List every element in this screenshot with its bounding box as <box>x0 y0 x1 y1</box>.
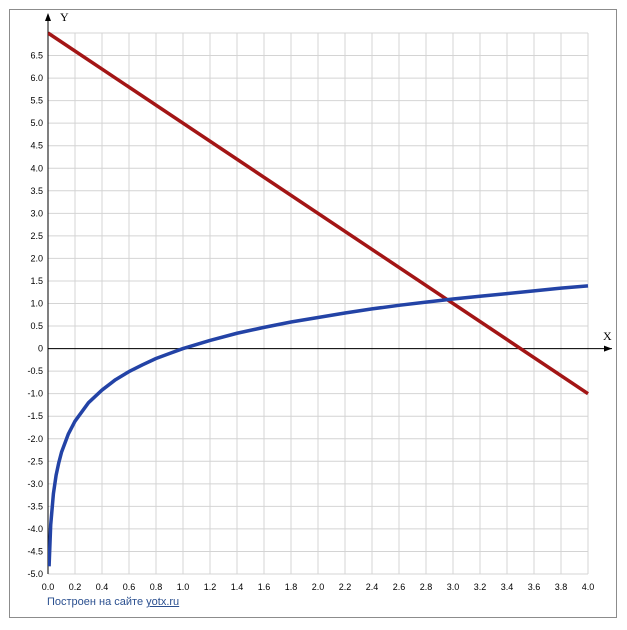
series-line-1 <box>48 31 589 396</box>
x-tick-label: 0.2 <box>69 582 82 592</box>
y-tick-label: -4.0 <box>27 524 43 534</box>
x-tick-label: 1.6 <box>258 582 271 592</box>
y-tick-label: -0.5 <box>27 366 43 376</box>
y-tick-label: 4.5 <box>30 141 43 151</box>
y-axis-arrow <box>45 13 51 21</box>
y-tick-label: 1.0 <box>30 299 43 309</box>
x-tick-label: 0.6 <box>123 582 136 592</box>
y-tick-label: 1.5 <box>30 276 43 286</box>
x-axis-arrow <box>604 345 612 352</box>
footer-link[interactable]: yotx.ru <box>146 596 180 608</box>
y-tick-label: 0 <box>38 344 43 354</box>
x-tick-label: 2.0 <box>312 582 325 592</box>
x-tick-label: 2.4 <box>366 582 379 592</box>
y-axis-label: Y <box>60 10 69 24</box>
x-tick-label: 2.2 <box>339 582 352 592</box>
y-tick-label: -1.0 <box>27 389 43 399</box>
x-tick-label: 1.2 <box>204 582 217 592</box>
y-tick-label: 6.5 <box>30 51 43 61</box>
x-tick-label: 3.8 <box>555 582 568 592</box>
x-tick-label: 1.4 <box>231 582 244 592</box>
x-tick-label: 3.6 <box>528 582 541 592</box>
grid <box>47 32 589 575</box>
x-tick-label: 3.0 <box>447 582 460 592</box>
series-group <box>48 31 589 567</box>
x-tick-label: 0.4 <box>96 582 109 592</box>
y-tick-label: -5.0 <box>27 569 43 579</box>
x-axis-label: X <box>603 329 612 343</box>
x-tick-label: 4.0 <box>582 582 595 592</box>
axes <box>45 13 612 574</box>
y-tick-label: -4.5 <box>27 546 43 556</box>
x-tick-label: 0.0 <box>42 582 55 592</box>
x-tick-label: 2.8 <box>420 582 433 592</box>
y-tick-label: 4.0 <box>30 163 43 173</box>
footer-text: Построен на сайте <box>47 596 144 608</box>
y-tick-label: -2.5 <box>27 456 43 466</box>
x-tick-label: 1.0 <box>177 582 190 592</box>
series-line-2 <box>48 284 589 567</box>
y-tick-label: 5.5 <box>30 96 43 106</box>
y-tick-label: 3.0 <box>30 208 43 218</box>
tick-labels: 0.0 0.2 0.4 0.6 0.8 1.0 1.2 1.4 1.6 1.8 2.0 2.2 2.4 2… <box>27 51 594 592</box>
y-tick-label: 2.5 <box>30 231 43 241</box>
y-tick-label: -2.0 <box>27 434 43 444</box>
x-tick-label: 3.2 <box>474 582 487 592</box>
y-tick-label: 3.5 <box>30 186 43 196</box>
x-tick-label: 1.8 <box>285 582 298 592</box>
footer: Построен на сайте yotx.ru <box>47 596 179 608</box>
y-tick-label: -3.5 <box>27 501 43 511</box>
x-tick-label: 3.4 <box>501 582 514 592</box>
y-tick-label: -3.0 <box>27 479 43 489</box>
chart-frame <box>9 9 617 618</box>
y-tick-label: 5.0 <box>30 118 43 128</box>
y-tick-label: 2.0 <box>30 253 43 263</box>
x-tick-label: 0.8 <box>150 582 163 592</box>
y-tick-label: 6.0 <box>30 73 43 83</box>
y-tick-label: -1.5 <box>27 411 43 421</box>
y-tick-label: 0.5 <box>30 321 43 331</box>
x-tick-label: 2.6 <box>393 582 406 592</box>
